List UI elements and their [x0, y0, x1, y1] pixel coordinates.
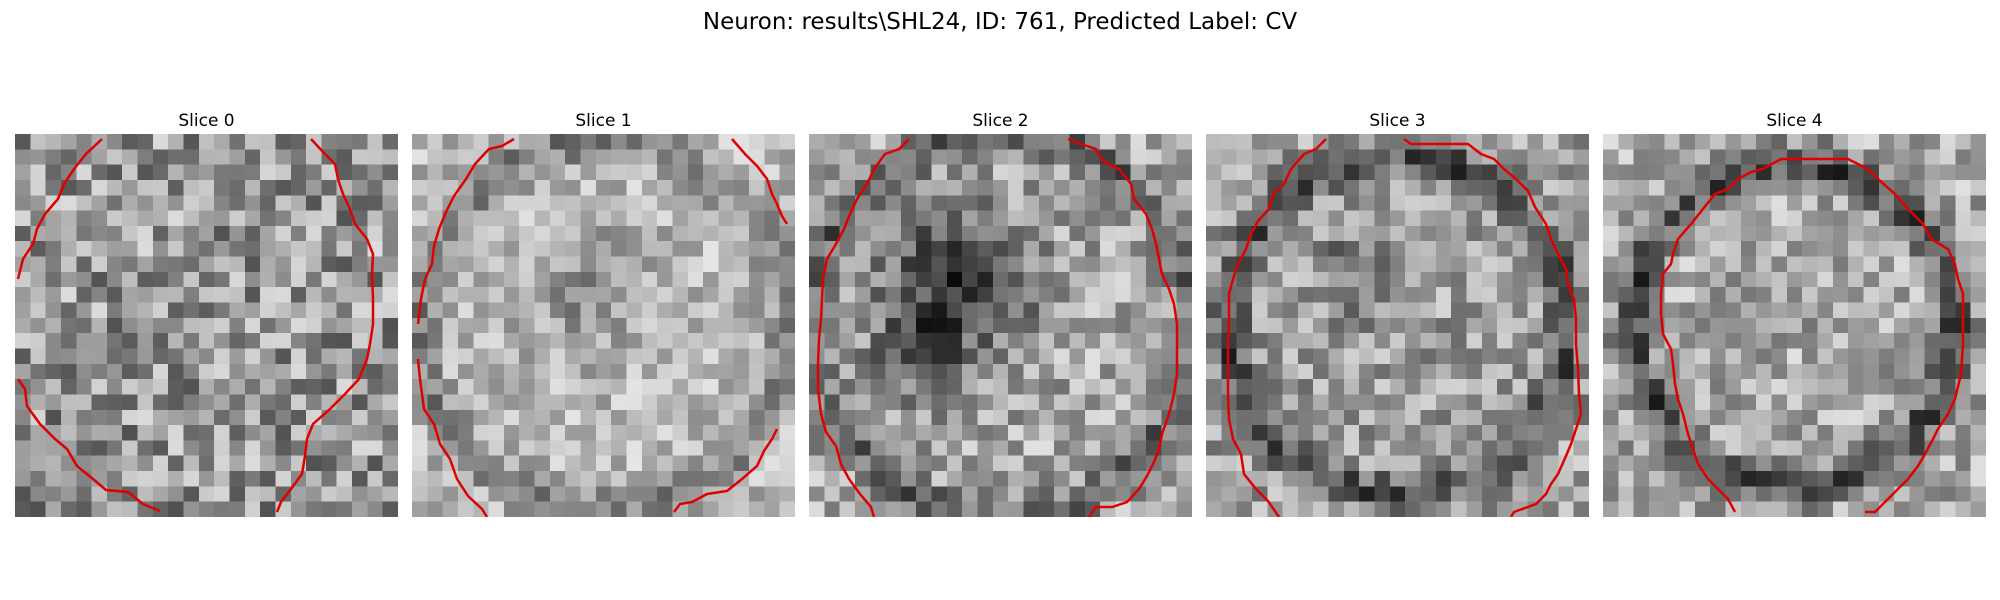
slice-title-2: Slice 2	[972, 111, 1029, 131]
contour-overlay-3	[1226, 137, 1583, 517]
contour-overlay-2	[816, 137, 1179, 517]
slice-title-1: Slice 1	[575, 111, 632, 131]
slice-panel-4: Slice 4	[1603, 110, 1986, 517]
slice-panel-0: Slice 0	[15, 110, 398, 517]
slice-image-3	[1206, 134, 1589, 517]
slice-title-4: Slice 4	[1766, 111, 1823, 131]
slice-panel-2: Slice 2	[809, 110, 1192, 517]
contour-overlay-4	[1659, 157, 1965, 514]
slice-image-0	[15, 134, 398, 517]
slice-image-1	[412, 134, 795, 517]
slice-title-3: Slice 3	[1369, 111, 1426, 131]
slice-panel-1: Slice 1	[412, 110, 795, 517]
figure-title: Neuron: results\SHL24, ID: 761, Predicte…	[702, 9, 1298, 35]
slice-image-2	[809, 134, 1192, 517]
contour-overlay-1	[416, 137, 789, 517]
contour-overlay-0	[16, 138, 375, 513]
slice-title-0: Slice 0	[178, 111, 235, 131]
slice-panel-3: Slice 3	[1206, 110, 1589, 517]
slice-image-4	[1603, 134, 1986, 517]
